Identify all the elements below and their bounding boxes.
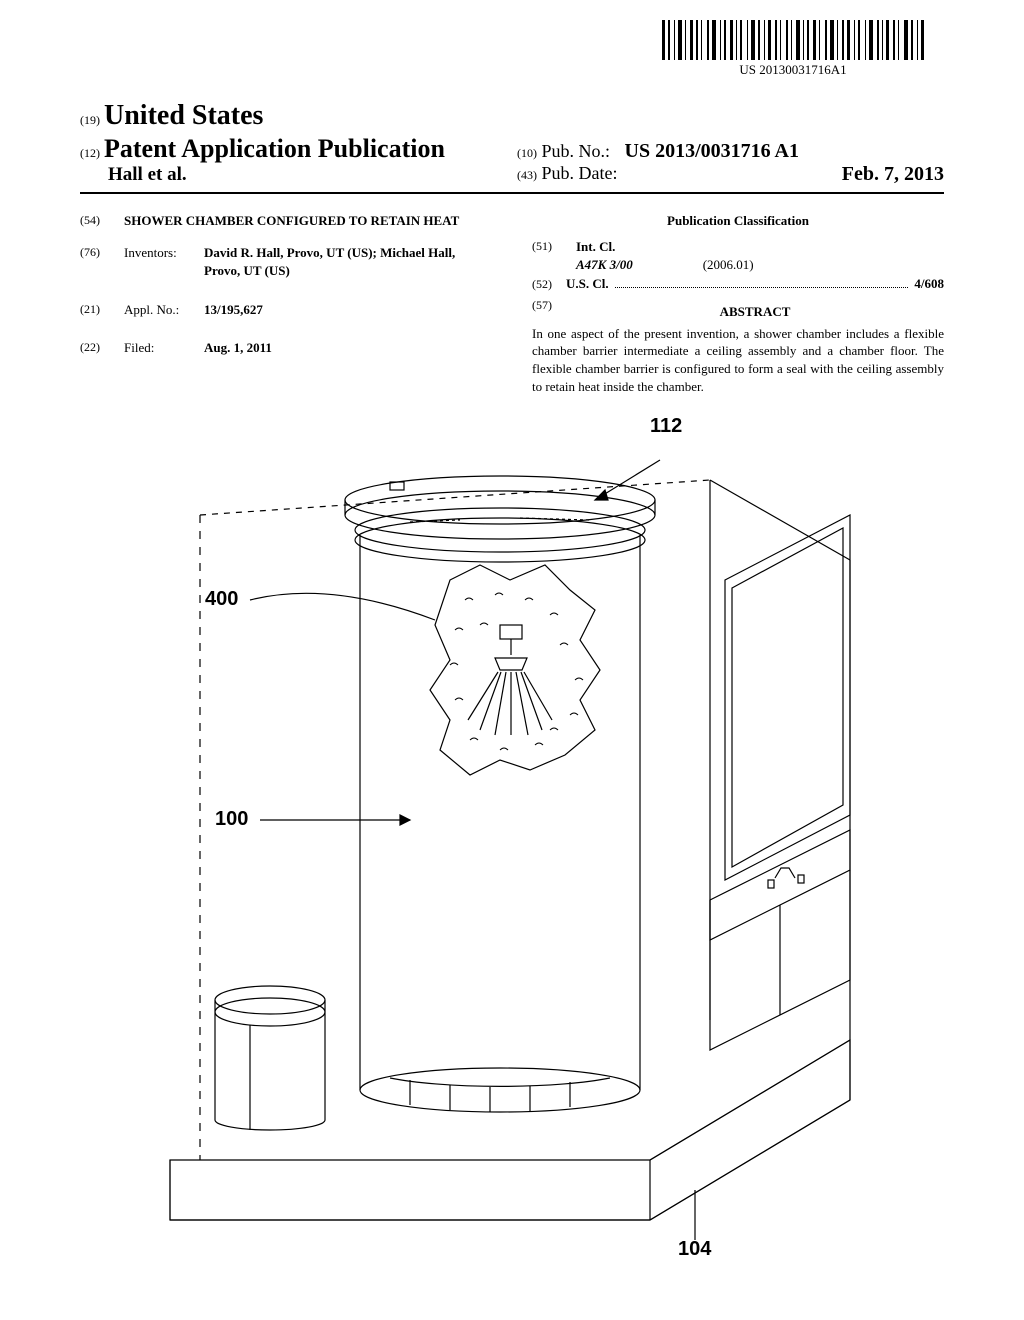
ref-400: 400 (205, 588, 238, 611)
pub-date: Feb. 7, 2013 (842, 163, 944, 186)
pub-no-prefix: (10) (517, 146, 537, 160)
filed-num: (22) (80, 339, 114, 357)
filed-label: Filed: (124, 339, 194, 357)
uscl-value: 4/608 (914, 276, 944, 291)
intcl-date: (2006.01) (703, 256, 754, 274)
appl-num: (21) (80, 301, 114, 319)
intcl-code: A47K 3/00 (576, 256, 633, 274)
ref-104: 104 (678, 1238, 711, 1261)
abstract-num: (57) (532, 297, 566, 325)
pub-no: US 2013/0031716 A1 (625, 140, 799, 162)
abstract-heading: ABSTRACT (566, 303, 944, 321)
ref-100: 100 (215, 808, 248, 831)
inventors-num: (76) (80, 244, 114, 280)
country-prefix: (19) (80, 113, 100, 127)
appl-value: 13/195,627 (204, 302, 263, 317)
barcode-region: US 20130031716A1 (662, 20, 924, 78)
inventors-label: Inventors: (124, 244, 194, 280)
abstract-text: In one aspect of the present invention, … (532, 325, 944, 395)
country-name: United States (104, 100, 263, 131)
intcl-num: (51) (532, 238, 566, 256)
barcode (662, 20, 924, 60)
pub-no-label: Pub. No.: (542, 141, 611, 161)
uscl-num: (52) (532, 276, 566, 293)
inventors-value: David R. Hall, Provo, UT (US); Michael H… (204, 245, 455, 278)
classification-heading: Publication Classification (532, 212, 944, 230)
appl-label: Appl. No.: (124, 301, 194, 319)
filed-value: Aug. 1, 2011 (204, 340, 272, 355)
figure-svg (150, 400, 870, 1260)
uscl-dots (615, 286, 909, 288)
barcode-number: US 20130031716A1 (662, 62, 924, 78)
patent-figure: 112 400 100 104 (150, 400, 870, 1260)
uscl-label: U.S. Cl. (566, 276, 609, 291)
pub-type-prefix: (12) (80, 146, 100, 160)
intcl-label: Int. Cl. (576, 239, 615, 254)
ref-112: 112 (650, 415, 682, 438)
pub-type: Patent Application Publication (104, 134, 445, 163)
pub-date-prefix: (43) (517, 168, 537, 182)
pub-date-label: Pub. Date: (542, 163, 618, 183)
title-num: (54) (80, 212, 114, 230)
invention-title: SHOWER CHAMBER CONFIGURED TO RETAIN HEAT (124, 212, 459, 230)
authors: Hall et al. (80, 164, 507, 186)
